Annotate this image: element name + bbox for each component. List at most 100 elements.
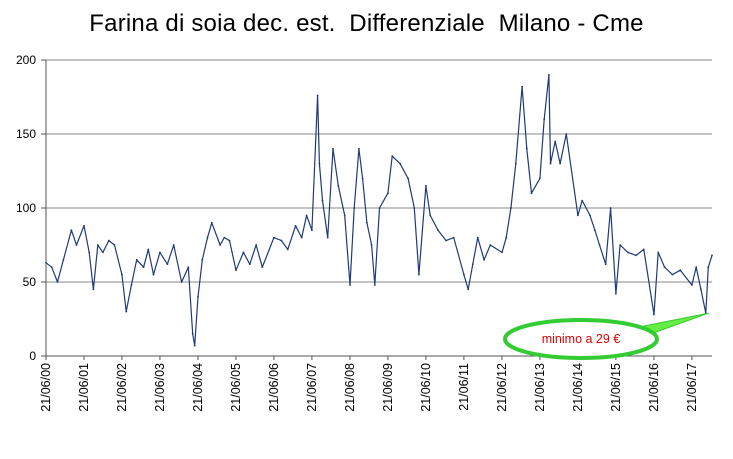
data-point bbox=[83, 224, 85, 227]
data-point bbox=[294, 224, 297, 227]
data-point bbox=[321, 199, 324, 202]
x-tick-label: 21/06/12 bbox=[495, 363, 509, 412]
data-point bbox=[510, 207, 512, 209]
x-tick-label: 21/06/13 bbox=[533, 363, 547, 412]
x-tick-label: 21/06/17 bbox=[685, 363, 699, 412]
data-point bbox=[70, 229, 73, 232]
x-axis-ticks: 21/06/00 21/06/01 21/06/02 21/06/03 21/06/04… bbox=[39, 356, 699, 412]
data-point bbox=[609, 207, 612, 209]
data-point bbox=[242, 251, 245, 254]
x-tick-label: 21/06/10 bbox=[419, 363, 433, 412]
data-point bbox=[399, 162, 401, 165]
data-point bbox=[593, 229, 596, 232]
data-point bbox=[577, 214, 579, 217]
data-point bbox=[358, 147, 360, 150]
data-point bbox=[159, 251, 161, 254]
data-point bbox=[361, 177, 364, 180]
data-point bbox=[62, 258, 65, 261]
y-axis-ticks: 0 50 100 150 200 bbox=[16, 53, 46, 363]
data-point bbox=[280, 239, 283, 242]
data-point bbox=[598, 244, 601, 246]
grid-lines bbox=[46, 59, 712, 283]
data-point bbox=[462, 273, 465, 276]
data-point bbox=[261, 266, 264, 269]
x-tick-label: 21/06/00 bbox=[39, 363, 53, 412]
data-point bbox=[530, 192, 533, 195]
chart-title: Farina di soia dec. est. Differenziale M… bbox=[89, 10, 644, 37]
data-point bbox=[554, 140, 557, 143]
data-point bbox=[525, 147, 528, 150]
data-point bbox=[378, 207, 381, 209]
x-tick-label: 21/06/08 bbox=[343, 363, 357, 412]
series-line-0 bbox=[45, 74, 713, 347]
data-point bbox=[679, 269, 682, 272]
data-point bbox=[543, 118, 546, 121]
data-point bbox=[627, 251, 629, 254]
data-point bbox=[219, 244, 222, 246]
x-tick-label: 21/06/03 bbox=[153, 363, 167, 412]
x-tick-label: 21/06/05 bbox=[229, 363, 243, 412]
data-point bbox=[657, 251, 660, 254]
data-point bbox=[521, 85, 524, 88]
x-tick-label: 21/06/16 bbox=[647, 363, 661, 412]
data-point bbox=[619, 244, 622, 246]
data-point bbox=[505, 236, 508, 239]
data-point bbox=[539, 177, 541, 180]
data-point bbox=[581, 199, 584, 202]
y-tick-label: 150 bbox=[16, 127, 36, 141]
data-point bbox=[483, 258, 485, 261]
data-point bbox=[56, 281, 59, 283]
data-point bbox=[699, 288, 702, 291]
data-point bbox=[228, 239, 231, 242]
data-point bbox=[121, 273, 123, 276]
x-tick-label: 21/06/15 bbox=[609, 363, 623, 412]
data-point bbox=[235, 269, 237, 272]
data-point bbox=[343, 214, 346, 217]
data-point bbox=[187, 266, 190, 269]
data-point bbox=[349, 284, 351, 286]
data-point bbox=[316, 94, 319, 97]
data-point bbox=[318, 162, 321, 165]
y-tick-label: 0 bbox=[29, 349, 36, 363]
data-point bbox=[255, 244, 258, 246]
data-point bbox=[691, 284, 693, 286]
data-point bbox=[549, 162, 552, 165]
data-point bbox=[130, 284, 133, 286]
data-point bbox=[429, 214, 432, 217]
data-point bbox=[476, 236, 479, 239]
data-point bbox=[75, 244, 78, 246]
data-point bbox=[514, 162, 517, 165]
data-point bbox=[370, 244, 373, 246]
data-point bbox=[88, 251, 91, 254]
x-tick-label: 21/06/02 bbox=[115, 363, 129, 412]
y-tick-label: 100 bbox=[16, 201, 36, 215]
data-point bbox=[604, 263, 607, 266]
data-point bbox=[366, 221, 368, 224]
data-point bbox=[273, 236, 275, 239]
data-point bbox=[614, 292, 617, 295]
data-point bbox=[326, 236, 329, 239]
data-point bbox=[311, 229, 313, 232]
data-point bbox=[589, 214, 591, 217]
data-point bbox=[663, 266, 666, 269]
data-point bbox=[671, 273, 674, 276]
data-point bbox=[642, 248, 645, 251]
x-tick-label: 21/06/06 bbox=[267, 363, 281, 412]
data-point bbox=[332, 147, 334, 150]
callout-label: minimo a 29 € bbox=[542, 332, 621, 346]
data-point bbox=[248, 263, 251, 266]
data-point bbox=[413, 207, 416, 209]
data-point bbox=[201, 258, 204, 261]
data-point bbox=[197, 295, 199, 298]
data-point bbox=[559, 162, 562, 165]
data-point bbox=[565, 133, 568, 135]
data-point bbox=[467, 288, 470, 291]
data-point bbox=[300, 236, 303, 239]
data-point bbox=[407, 177, 410, 180]
y-tick-label: 50 bbox=[23, 275, 37, 289]
y-tick-label: 200 bbox=[16, 53, 36, 67]
data-point bbox=[193, 344, 196, 347]
data-point bbox=[142, 266, 145, 269]
data-point bbox=[180, 281, 183, 283]
